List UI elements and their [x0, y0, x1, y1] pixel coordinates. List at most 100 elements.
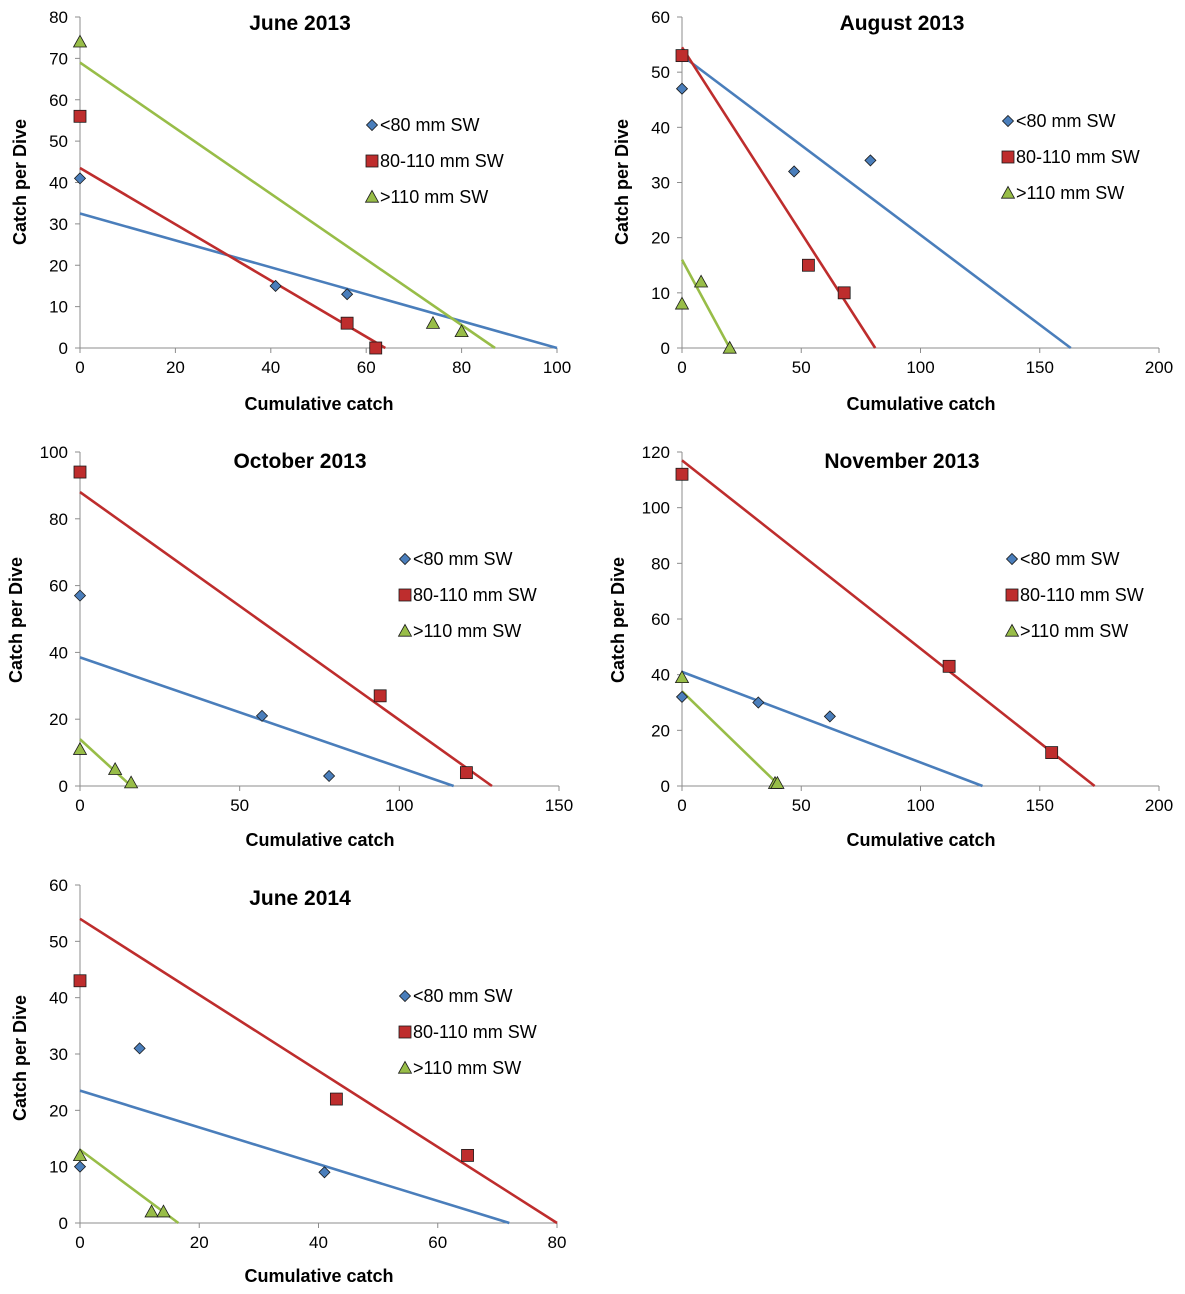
y-tick-label: 40 [49, 174, 68, 193]
x-tick-label: 200 [1145, 358, 1173, 377]
y-tick-label: 100 [642, 499, 670, 518]
legend-marker [1000, 185, 1016, 199]
data-point [269, 279, 282, 293]
data-point [674, 670, 690, 684]
y-tick-label: 10 [651, 284, 670, 303]
legend-marker [365, 118, 379, 132]
data-point [73, 1160, 87, 1173]
trend-line [681, 670, 983, 788]
x-tick-label: 80 [452, 358, 471, 377]
y-axis-title: Catch per Dive [6, 557, 26, 683]
chart-october-2013: 0 20 40 60 80 100 0 50 100 150 October 2013 Cumulat… [0, 435, 580, 860]
y-tick-label: 0 [661, 777, 670, 796]
y-axis-title: Catch per Dive [608, 557, 628, 683]
chart-june-2013-svg: 0 10 20 30 40 50 60 70 80 0 20 40 60 80 100 June 2013 Cu… [10, 8, 571, 414]
x-axis-title: Cumulative catch [846, 830, 995, 850]
data-point [693, 274, 709, 288]
trend-line [681, 690, 781, 787]
data-point [802, 258, 815, 272]
y-tick-label: 20 [49, 1101, 68, 1120]
x-tick-label: 100 [543, 358, 571, 377]
trend-line [681, 459, 1096, 788]
data-point [675, 690, 689, 703]
data-point [73, 589, 87, 602]
y-tick-label: 10 [49, 1158, 68, 1177]
legend-marker [1001, 150, 1015, 164]
data-point [461, 1148, 474, 1162]
y-tick-label: 50 [49, 932, 68, 951]
data-point [837, 286, 851, 300]
legend-label: <80 mm SW [380, 115, 480, 135]
data-point [675, 467, 689, 481]
trend-line [79, 61, 496, 350]
data-point [73, 172, 87, 185]
data-point [107, 761, 123, 775]
x-tick-label: 50 [792, 796, 811, 815]
x-tick-label: 0 [75, 796, 84, 815]
x-tick-label: 0 [75, 358, 84, 377]
data-point [73, 465, 87, 479]
x-axis-title: Cumulative catch [244, 394, 393, 414]
y-tick-label: 40 [651, 666, 670, 685]
y-tick-label: 60 [651, 8, 670, 27]
trend-line [79, 917, 558, 1225]
data-point [72, 741, 88, 755]
data-point [864, 154, 877, 167]
chart-november-2013-svg: 0 20 40 60 80 100 120 0 50 100 150 200 November 2013… [608, 443, 1173, 850]
x-tick-label: 40 [309, 1233, 328, 1252]
legend-marker [397, 623, 413, 637]
data-point [942, 659, 956, 673]
data-point [454, 324, 469, 338]
x-axis-title: Cumulative catch [244, 1266, 393, 1286]
data-point [675, 82, 689, 95]
chart-title: October 2013 [233, 450, 366, 473]
legend-label: >110 mm SW [1020, 621, 1128, 641]
trend-line [79, 212, 558, 350]
data-point [675, 49, 689, 63]
legend-marker [1001, 114, 1015, 128]
y-tick-label: 30 [49, 215, 68, 234]
y-tick-label: 60 [49, 876, 68, 895]
trend-line [680, 46, 877, 349]
data-point [73, 974, 87, 988]
legend-marker [1005, 588, 1019, 602]
x-tick-label: 100 [906, 358, 934, 377]
data-point [341, 288, 354, 301]
x-tick-label: 0 [677, 358, 686, 377]
y-axis-title: Catch per Dive [10, 995, 30, 1121]
x-axis-title: Cumulative catch [846, 394, 995, 414]
legend-label: <80 mm SW [413, 986, 513, 1006]
data-point [425, 315, 441, 329]
trend-line [79, 166, 386, 350]
chart-october-2013-svg: 0 20 40 60 80 100 0 50 100 150 October 2013 Cumulat… [6, 443, 573, 850]
legend-marker [1004, 623, 1020, 637]
trend-line [681, 54, 1072, 350]
y-tick-label: 30 [651, 174, 670, 193]
chart-title: August 2013 [840, 12, 965, 35]
legend-marker [398, 1025, 412, 1039]
y-tick-label: 40 [651, 118, 670, 137]
trend-line [79, 491, 493, 788]
trend-line [79, 656, 455, 788]
y-tick-label: 20 [651, 721, 670, 740]
chart-title: June 2013 [249, 12, 351, 35]
data-point [674, 296, 690, 310]
legend-label: >110 mm SW [1016, 183, 1124, 203]
chart-november-2013: 0 20 40 60 80 100 120 0 50 100 150 200 November 2013… [600, 435, 1185, 860]
y-tick-label: 40 [49, 989, 68, 1008]
data-point [73, 109, 87, 123]
legend-label: >110 mm SW [380, 187, 488, 207]
y-tick-label: 0 [59, 777, 68, 796]
data-point [323, 769, 336, 783]
data-point [373, 689, 387, 703]
data-point [369, 341, 383, 355]
legend-label: 80-110 mm SW [380, 151, 504, 171]
legend-label: <80 mm SW [1020, 549, 1120, 569]
y-tick-label: 10 [49, 298, 68, 317]
legend-label: 80-110 mm SW [1016, 147, 1140, 167]
legend-marker [364, 189, 380, 203]
legend-marker [397, 1060, 413, 1074]
y-tick-label: 20 [49, 710, 68, 729]
x-tick-label: 40 [261, 358, 280, 377]
x-tick-label: 150 [545, 796, 573, 815]
